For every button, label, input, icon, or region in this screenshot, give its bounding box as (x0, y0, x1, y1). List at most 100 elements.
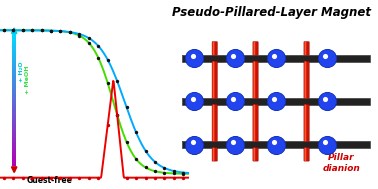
Bar (12, 135, 16, 137)
Point (1, 29, 7, 32)
FancyBboxPatch shape (182, 55, 370, 56)
FancyBboxPatch shape (212, 148, 217, 161)
Bar (12, 161, 16, 163)
FancyBboxPatch shape (182, 55, 370, 62)
Text: + H₂O: + H₂O (19, 61, 24, 82)
Point (133, 131, 139, 134)
Point (190, 140, 196, 143)
Point (48, 29, 54, 32)
Bar (12, 52, 16, 54)
Bar (12, 77, 16, 79)
Bar (12, 75, 16, 77)
Bar (12, 136, 16, 138)
FancyBboxPatch shape (304, 104, 309, 142)
Bar (12, 98, 16, 100)
Point (124, 106, 130, 109)
FancyBboxPatch shape (212, 61, 217, 98)
FancyBboxPatch shape (253, 104, 258, 142)
Point (20, 29, 26, 32)
Point (322, 97, 328, 100)
Point (180, 176, 186, 179)
Point (29, 29, 35, 32)
Bar (12, 42, 16, 44)
Point (191, 57, 197, 60)
Point (105, 123, 111, 126)
Text: Guest-free: Guest-free (26, 176, 72, 185)
Bar (12, 97, 16, 98)
Bar (12, 69, 16, 70)
Bar (12, 54, 16, 56)
FancyBboxPatch shape (182, 141, 370, 148)
Bar (12, 64, 16, 65)
Bar (12, 146, 16, 148)
Bar (12, 128, 16, 130)
Bar (12, 94, 16, 95)
Point (48, 176, 54, 179)
Point (114, 80, 120, 83)
Point (76, 176, 82, 179)
Point (10, 29, 16, 32)
Bar (12, 158, 16, 160)
Point (232, 57, 238, 60)
Point (324, 57, 330, 60)
Bar (12, 112, 16, 113)
Bar (12, 57, 16, 59)
Point (76, 33, 82, 36)
Point (171, 176, 177, 179)
Point (114, 114, 120, 117)
Point (180, 171, 186, 174)
FancyBboxPatch shape (182, 98, 370, 99)
Point (161, 171, 167, 174)
Point (133, 157, 139, 160)
Point (190, 97, 196, 100)
Bar (12, 92, 16, 94)
FancyBboxPatch shape (253, 61, 258, 98)
Point (67, 31, 73, 34)
FancyBboxPatch shape (254, 61, 255, 98)
Point (86, 176, 92, 179)
Bar (12, 62, 16, 64)
Point (105, 82, 111, 85)
FancyBboxPatch shape (212, 42, 217, 55)
Bar (12, 125, 16, 127)
Point (124, 141, 130, 144)
Bar (12, 123, 16, 125)
Point (48, 29, 54, 32)
Text: Pillar
dianion: Pillar dianion (322, 153, 360, 173)
Text: Pseudo-Pillared-Layer Magnet: Pseudo-Pillared-Layer Magnet (172, 6, 371, 19)
FancyBboxPatch shape (254, 105, 255, 141)
Point (67, 176, 73, 179)
Point (114, 113, 120, 116)
Bar (12, 110, 16, 112)
Point (29, 176, 35, 179)
Bar (12, 143, 16, 145)
FancyBboxPatch shape (212, 104, 217, 142)
Bar (12, 70, 16, 72)
Point (86, 37, 92, 40)
FancyBboxPatch shape (253, 42, 258, 55)
Point (10, 176, 16, 179)
Bar (12, 117, 16, 118)
Point (271, 54, 277, 57)
Bar (12, 120, 16, 122)
Bar (12, 163, 16, 165)
FancyBboxPatch shape (213, 61, 214, 98)
Point (152, 170, 158, 173)
Point (232, 143, 238, 146)
Bar (12, 156, 16, 158)
Point (190, 54, 196, 57)
FancyBboxPatch shape (305, 42, 306, 55)
Bar (12, 49, 16, 51)
Bar (12, 113, 16, 115)
Bar (12, 84, 16, 85)
Point (57, 30, 64, 33)
Point (152, 160, 158, 163)
Bar (12, 130, 16, 132)
Point (143, 149, 149, 152)
Bar (12, 90, 16, 92)
Bar (12, 67, 16, 69)
Bar (12, 105, 16, 107)
Point (273, 57, 279, 60)
Bar (12, 55, 16, 57)
Point (273, 100, 279, 103)
